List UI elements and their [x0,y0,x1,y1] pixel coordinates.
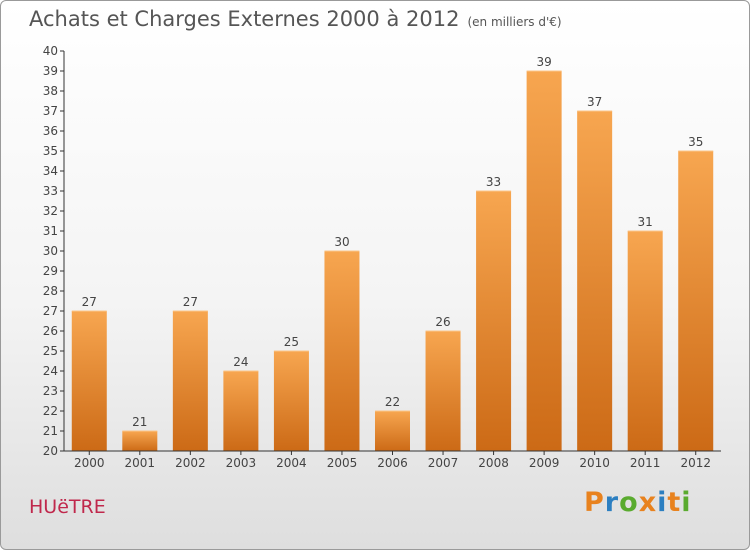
y-tick-label: 35 [43,144,58,158]
y-tick-label: 30 [43,244,58,258]
bar-2006 [375,411,410,451]
data-label-2000: 27 [82,295,97,309]
y-tick-label: 27 [43,304,58,318]
chart-unit: (en milliers d'€) [467,15,562,29]
data-label-2006: 22 [385,395,400,409]
x-tick-label-2012: 2012 [680,456,711,470]
y-tick-label: 21 [43,424,58,438]
bar-2012 [678,151,714,451]
logo-letter: i [657,487,668,518]
x-tick-label-2011: 2011 [630,456,661,470]
bar-2011 [627,231,663,451]
y-tick-label: 20 [43,444,58,458]
y-tick-label: 32 [43,204,58,218]
chart-title-text: Achats et Charges Externes 2000 à 2012 [29,7,460,31]
bar-2001 [122,431,158,451]
y-tick-label: 26 [43,324,58,338]
x-tick-label-2002: 2002 [175,456,206,470]
data-label-2009: 39 [536,55,551,69]
data-label-2010: 37 [587,95,602,109]
data-label-2002: 27 [183,295,198,309]
chart-title: Achats et Charges Externes 2000 à 2012 (e… [29,7,562,31]
bar-2009 [526,71,562,451]
x-tick-label-2007: 2007 [428,456,459,470]
y-tick-label: 38 [43,84,58,98]
x-tick-label-2008: 2008 [478,456,509,470]
x-tick-label-2005: 2005 [327,456,358,470]
x-tick-label-2000: 2000 [74,456,105,470]
y-tick-label: 28 [43,284,58,298]
y-tick-label: 33 [43,184,58,198]
logo-letter: t [667,487,682,518]
data-label-2012: 35 [688,135,703,149]
bar-2000 [71,311,107,451]
x-tick-label-2003: 2003 [226,456,257,470]
logo-letter: i [681,487,692,518]
logo-letter: o [619,487,639,518]
data-label-2001: 21 [132,415,147,429]
bar-2008 [476,191,512,451]
y-tick-label: 37 [43,104,58,118]
y-tick-label: 40 [43,44,58,58]
logo-letter: P [584,487,605,518]
data-label-2004: 25 [284,335,299,349]
x-tick-label-2009: 2009 [529,456,560,470]
bar-2002 [172,311,208,451]
data-label-2011: 31 [638,215,653,229]
bar-2010 [577,111,613,451]
y-tick-label: 39 [43,64,58,78]
y-tick-label: 25 [43,344,58,358]
x-tick-label-2006: 2006 [377,456,408,470]
y-tick-label: 36 [43,124,58,138]
logo-letter: x [638,487,658,518]
y-tick-label: 24 [43,364,58,378]
x-tick-label-2010: 2010 [579,456,610,470]
bar-2007 [425,331,461,451]
y-tick-label: 31 [43,224,58,238]
x-tick-label-2001: 2001 [125,456,156,470]
bar-2004 [273,351,309,451]
y-tick-label: 22 [43,404,58,418]
y-tick-label: 34 [43,164,58,178]
place-name: HUëTRE [29,496,106,518]
y-tick-label: 23 [43,384,58,398]
y-tick-label: 29 [43,264,58,278]
data-label-2003: 24 [233,355,248,369]
logo-letter: r [604,487,620,518]
data-label-2005: 30 [334,235,349,249]
data-label-2008: 33 [486,175,501,189]
proxiti-logo: Proxiti [584,487,692,518]
bar-2003 [223,371,259,451]
x-tick-label-2004: 2004 [276,456,307,470]
bar-2005 [324,251,360,451]
data-label-2007: 26 [435,315,450,329]
